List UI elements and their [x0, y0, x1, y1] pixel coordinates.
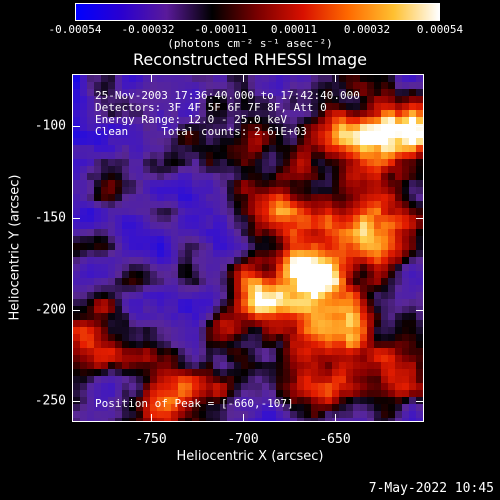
axis-tick-mark [72, 310, 80, 311]
colorbar [75, 3, 440, 21]
annotation-energy-range: Energy Range: 12.0 - 25.0 keV [95, 113, 288, 126]
axis-tick-mark [416, 401, 424, 402]
y-axis-label: Heliocentric Y (arcsec) [7, 174, 23, 321]
colorbar-tick: -0.00054 [48, 23, 102, 36]
colorbar-tick: -0.00011 [194, 23, 248, 36]
colorbar-tick: 0.00032 [343, 23, 391, 36]
axis-tick-mark [72, 126, 80, 127]
axis-tick-mark [243, 414, 244, 422]
y-tick-label: -250 [34, 393, 66, 409]
annotation-peak-position: Position of Peak = [-660,-107] [95, 397, 294, 410]
y-tick-label: -150 [34, 210, 66, 226]
axis-tick-mark [416, 126, 424, 127]
axis-tick-mark [72, 401, 80, 402]
x-tick-label: -650 [319, 432, 351, 447]
x-tick-label: -750 [135, 432, 167, 447]
annotation-time-range: 25-Nov-2003 17:36:40.000 to 17:42:40.000 [95, 89, 360, 102]
axis-tick-mark [151, 74, 152, 82]
annotation-counts: Clean Total counts: 2.61E+03 [95, 125, 307, 138]
plot-title: Reconstructed RHESSI Image [133, 50, 367, 69]
axis-tick-mark [416, 218, 424, 219]
axis-tick-mark [243, 74, 244, 82]
y-tick-label: -100 [34, 118, 66, 134]
y-tick-label: -200 [34, 302, 66, 318]
axis-tick-mark [72, 218, 80, 219]
footer-date: 7-May-2022 10:45 [368, 481, 494, 496]
axis-tick-mark [335, 74, 336, 82]
x-tick-label: -700 [227, 432, 259, 447]
axis-tick-mark [416, 310, 424, 311]
axis-tick-mark [151, 414, 152, 422]
x-axis-label: Heliocentric X (arcsec) [176, 449, 324, 464]
colorbar-units: (photons cm⁻² s⁻¹ asec⁻²) [167, 37, 333, 50]
colorbar-tick: -0.00032 [121, 23, 175, 36]
heatmap [73, 75, 423, 421]
rhessi-image [72, 74, 424, 422]
axis-tick-mark [335, 414, 336, 422]
annotation-detectors: Detectors: 3F 4F 5F 6F 7F 8F, Att 0 [95, 101, 327, 114]
colorbar-tick: 0.00054 [416, 23, 464, 36]
colorbar-tick: 0.00011 [270, 23, 318, 36]
